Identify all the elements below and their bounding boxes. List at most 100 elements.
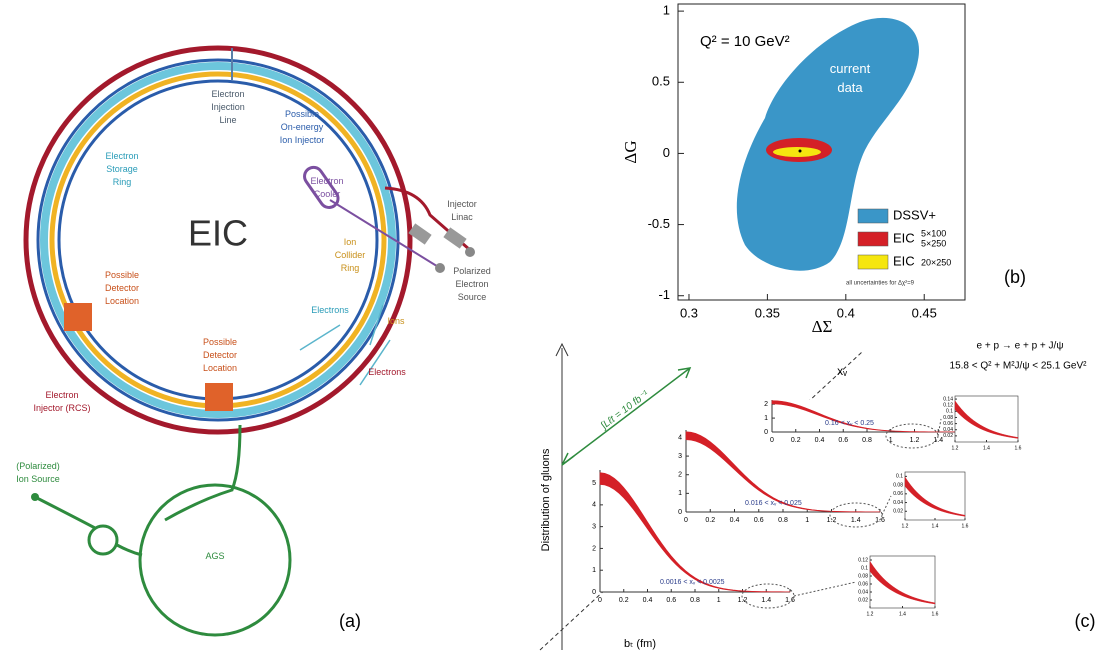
plot-background [772,400,962,432]
y-tick-label: 0 [663,145,670,160]
label: Ions [387,316,405,326]
y-tick-label: 0.02 [893,509,903,515]
x-axis-label: bₜ (fm) [624,638,656,650]
legend-sublabel: 20×250 [921,257,951,267]
x-tick-label: 0.8 [778,517,788,524]
legend-swatch [857,254,889,270]
coil [443,227,467,249]
x-tick-label: 0.35 [755,305,780,320]
inset-band [954,400,1019,439]
accelerator-diagram: EIC Electron Injection Line Possible On-ene… [16,45,491,637]
y-tick-label: 0 [764,429,768,436]
y-tick-label: 0.08 [893,482,903,488]
detector [64,303,92,331]
x-tick-label: 0.6 [838,437,848,444]
x-tick-label: 1.6 [962,523,969,529]
label: Ion Collider Ring [335,237,366,273]
y-tick-label: 0.14 [943,396,953,402]
curve-band [599,472,791,593]
x-tick-label: 0.8 [690,597,700,604]
label: Possible Detector Location [203,337,237,373]
arrow-head [561,452,575,466]
x-tick-label: 1.6 [1015,445,1022,451]
x-tick-label: 0.8 [862,437,872,444]
panel-label: (b) [1004,267,1026,287]
y-tick-label: 0.1 [896,474,903,480]
y-tick-label: 1 [592,567,596,574]
x-tick-label: 0.4 [837,305,855,320]
y-tick-label: 3 [592,523,596,530]
ags-ring [138,483,292,637]
zoom-arrow [881,495,892,516]
rcs-ring [23,45,413,435]
legend-swatch [857,231,889,247]
x-tick-label: 0.45 [912,305,937,320]
x-tick-label: 1.2 [827,517,837,524]
y-tick-label: 0 [678,509,682,516]
luminosity-arrow [561,367,691,466]
x-tick-label: 1.6 [785,597,795,604]
storage-ring [40,62,396,418]
panel-label: (c) [1075,611,1096,631]
coil [408,223,432,245]
y-tick-label: 0.04 [943,427,953,433]
linac [329,199,441,269]
label: Electron Injection Line [211,89,245,125]
label: Electron Storage Ring [105,151,138,187]
x-tick-label: 0.3 [680,305,698,320]
linac [384,186,471,252]
label: Electrons [311,305,349,315]
x-range-label: 0.0016 < xᵥ < 0.0025 [660,579,725,586]
inset-frame [904,471,966,521]
y-axis-label: ΔG [621,140,640,163]
source-dot [465,247,475,257]
direction-arrow [299,304,391,386]
y-tick-label: 0.08 [943,415,953,421]
y-tick-label: 1 [678,490,682,497]
eic-title: EIC [188,213,248,254]
y-tick-label: 0.06 [893,491,903,497]
y-tick-label: 3 [678,453,682,460]
legend-sublabel: 5×250 [921,238,946,248]
note: all uncertainties for Δχ²=9 [846,281,915,287]
arrow-head [677,367,692,379]
annotation: Q² = 10 GeV² [700,33,790,50]
y-tick-label: 1 [764,415,768,422]
y-tick-label: 0.12 [858,557,868,563]
legend-swatch [857,208,889,224]
label: Polarized Electron Source [453,266,491,302]
spin-plot: Q² = 10 GeV² current data ΔΣ ΔG all uncer… [621,3,1026,336]
x-tick-label: 1.4 [851,517,861,524]
x-tick-label: 0.4 [730,517,740,524]
y-axis-label: Distribution of gluons [540,448,552,551]
y-tick-label: -1 [658,287,670,302]
y-tick-label: 2 [764,401,768,408]
label: (Polarized) Ion Source [16,461,60,484]
x-range-label: 0.16 < xᵥ < 0.25 [825,420,874,427]
central-value [798,149,802,153]
y-tick-label: 0.12 [943,403,953,409]
y-tick-label: 0 [592,589,596,596]
y-tick-label: 0.02 [858,597,868,603]
curve-band [685,431,881,513]
y-tick-label: 0.08 [858,573,868,579]
x-tick-label: 1.2 [738,597,748,604]
inset-band [904,476,966,517]
legend-label: EIC [893,230,915,245]
x-tick-label: 0.2 [705,517,715,524]
gluon-plot: ∫Lℓt = 10 fb⁻¹ e + p → e + p + J/ψ 15.8 … [539,341,1096,651]
y-tick-label: 2 [678,472,682,479]
cuts: 15.8 < Q² + M²J/ψ < 25.1 GeV² [950,361,1088,372]
x-tick-label: 1.4 [761,597,771,604]
label: Electron Injector (RCS) [33,390,90,413]
plot-background [686,430,880,512]
y-tick-label: 4 [678,434,682,441]
inset-band [869,560,936,605]
x-tick-label: 1.4 [899,611,906,617]
x-tick-label: 1.6 [875,517,885,524]
y-tick-label: 5 [592,480,596,487]
label: Possible On-energy Ion Injector [280,109,325,145]
x-tick-label: 0 [684,517,688,524]
x-tick-label: 1.4 [932,523,939,529]
